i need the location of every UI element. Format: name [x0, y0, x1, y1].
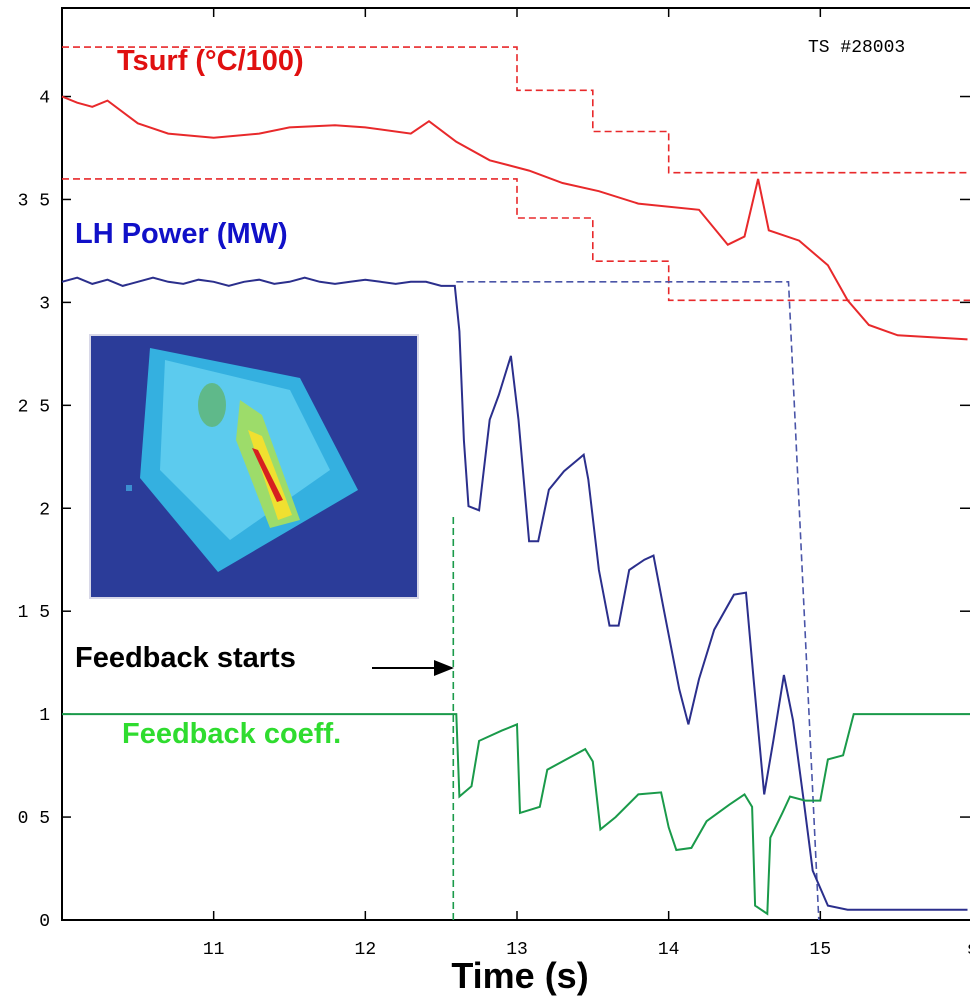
x-tick-label: 13 — [506, 940, 528, 960]
y-tick-label: 3 — [39, 294, 50, 314]
annotation: Feedback starts — [75, 642, 296, 674]
x-tick-label: 15 — [810, 940, 832, 960]
y-tick-label: 2 — [39, 500, 50, 520]
y-tick-label: 3 5 — [18, 191, 50, 211]
chart-title: TS #28003 — [808, 38, 905, 58]
series-label: Tsurf (°C/100) — [117, 45, 304, 77]
y-tick-label: 1 5 — [18, 603, 50, 623]
series-label: LH Power (MW) — [75, 218, 288, 250]
reference-line — [62, 46, 970, 174]
series-line — [61, 95, 968, 341]
y-tick-label: 1 — [39, 706, 50, 726]
x-tick-label: 11 — [203, 940, 225, 960]
y-tick-label: 0 5 — [18, 809, 50, 829]
reference-line — [456, 281, 820, 921]
x-axis-label: Time (s) — [451, 955, 588, 996]
series-line — [61, 276, 968, 911]
x-tick-label: 12 — [355, 940, 377, 960]
x-tick-label: 14 — [658, 940, 680, 960]
y-tick-label: 4 — [39, 89, 50, 109]
reference-line — [62, 178, 970, 302]
y-tick-label: 2 5 — [18, 397, 50, 417]
y-tick-label: 0 — [39, 912, 50, 932]
x-tick-label: s — [967, 940, 970, 960]
series-line — [62, 713, 970, 916]
thermal-image — [89, 334, 419, 599]
series-label: Feedback coeff. — [122, 718, 341, 750]
